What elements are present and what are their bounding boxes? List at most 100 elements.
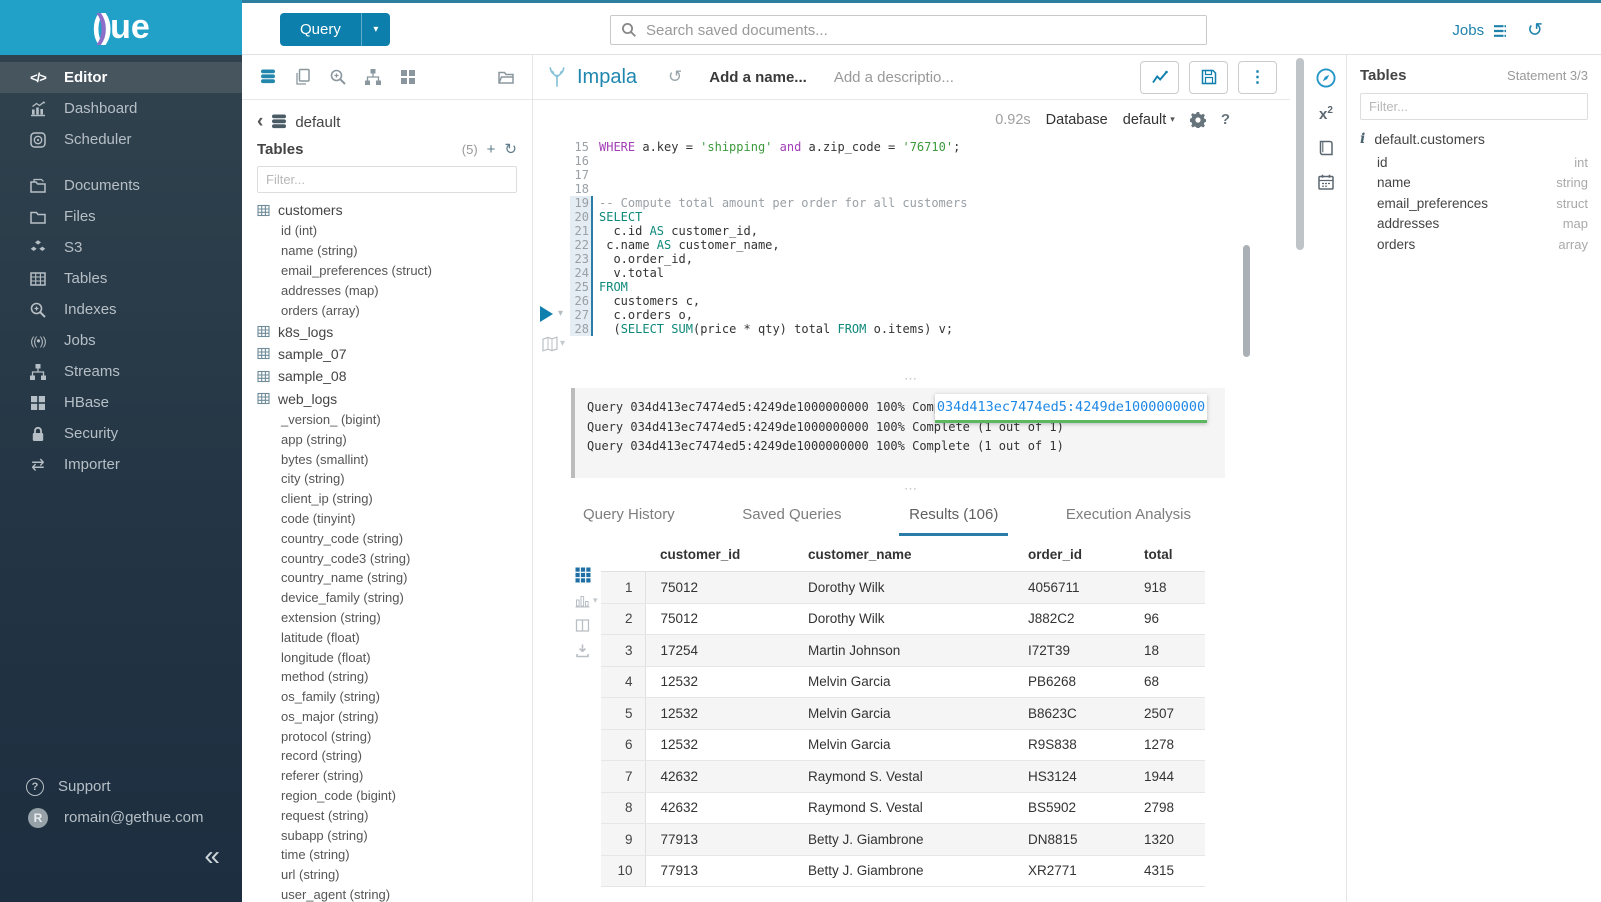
database-selector[interactable]: default ▾ — [1122, 111, 1175, 128]
table-item-k8s_logs[interactable]: k8s_logs — [257, 320, 532, 342]
column-item[interactable]: country_code (string) — [281, 530, 404, 546]
chart-type-caret[interactable]: ▾ — [593, 595, 598, 605]
history-icon[interactable]: ↺ — [1527, 20, 1543, 41]
results-header-customer_id[interactable]: customer_id — [645, 543, 793, 572]
query-id-popover[interactable]: 034d413ec7474ed5:4249de1000000000 — [935, 394, 1207, 423]
column-item[interactable]: email_preferences (struct) — [281, 262, 432, 278]
new-query-button[interactable]: Query ▾ — [280, 13, 390, 46]
tab-query-history[interactable]: Query History — [583, 506, 675, 523]
column-item[interactable]: method (string) — [281, 669, 369, 685]
jobs-link[interactable]: Jobs — [1452, 22, 1509, 40]
results-row[interactable]: 9 77913 Betty J. Giambrone DN8815 1320 — [601, 823, 1205, 856]
tab-execution-analysis[interactable]: Execution Analysis — [1065, 506, 1191, 523]
add-table-button[interactable]: + — [486, 140, 496, 158]
query-name-field[interactable]: Add a name... — [709, 68, 807, 86]
right-column-email_preferences[interactable]: email_preferences struct — [1360, 193, 1588, 214]
column-item[interactable]: bytes (smallint) — [281, 451, 369, 467]
tables-filter-input[interactable] — [257, 166, 517, 193]
column-item[interactable]: referer (string) — [281, 768, 364, 784]
folder-icon[interactable] — [497, 68, 515, 86]
sidebar-item-documents[interactable]: Documents — [0, 170, 242, 201]
sidebar-item-user[interactable]: R romain@gethue.com — [0, 802, 242, 833]
table-item-web_logs[interactable]: web_logs — [257, 388, 532, 410]
chart-button[interactable] — [1140, 60, 1179, 94]
chart-view-icon[interactable]: ▾ — [575, 593, 601, 608]
right-filter-input[interactable] — [1360, 93, 1588, 120]
results-row[interactable]: 1 75012 Dorothy Wilk 4056711 918 — [601, 571, 1205, 604]
run-options-caret[interactable]: ▾ — [558, 308, 564, 319]
column-item[interactable]: code (tinyint) — [281, 510, 356, 526]
assist-compass-icon[interactable] — [1315, 67, 1337, 89]
sitemap-source-icon[interactable] — [364, 68, 382, 86]
column-item[interactable]: _version_ (bigint) — [281, 411, 381, 427]
database-breadcrumb[interactable]: ‹ default — [257, 111, 517, 132]
editor-scrollbar-thumb[interactable] — [1243, 245, 1250, 357]
table-item-sample_07[interactable]: sample_07 — [257, 343, 532, 365]
sidebar-item-streams[interactable]: Streams — [0, 356, 242, 387]
column-item[interactable]: name (string) — [281, 243, 358, 259]
column-item[interactable]: region_code (bigint) — [281, 788, 396, 804]
column-item[interactable]: addresses (map) — [281, 282, 379, 298]
sidebar-item-hbase[interactable]: HBase — [0, 387, 242, 418]
column-item[interactable]: time (string) — [281, 847, 350, 863]
table-item-sample_08[interactable]: sample_08 — [257, 365, 532, 387]
sidebar-item-support[interactable]: ? Support — [0, 771, 242, 802]
column-item[interactable]: country_code3 (string) — [281, 550, 411, 566]
right-column-id[interactable]: id int — [1360, 152, 1588, 173]
results-row[interactable]: 6 12532 Melvin Garcia R9S838 1278 — [601, 729, 1205, 761]
column-item[interactable]: id (int) — [281, 223, 318, 239]
column-item[interactable]: record (string) — [281, 748, 362, 764]
column-item[interactable]: orders (array) — [281, 302, 360, 318]
active-table-name[interactable]: default.customers — [1374, 131, 1485, 147]
run-query-button[interactable] — [540, 306, 553, 322]
active-table-row[interactable]: i default.customers — [1360, 131, 1588, 147]
column-item[interactable]: longitude (float) — [281, 649, 371, 665]
sidebar-item-indexes[interactable]: Indexes — [0, 294, 242, 325]
save-button[interactable] — [1189, 60, 1228, 94]
results-header-total[interactable]: total — [1129, 543, 1205, 572]
columns-view-icon[interactable] — [575, 618, 601, 633]
column-item[interactable]: subapp (string) — [281, 827, 368, 843]
sidebar-item-s3[interactable]: S3 — [0, 232, 242, 263]
table-item-customers[interactable]: customers — [257, 199, 532, 221]
sidebar-item-dashboard[interactable]: Dashboard — [0, 93, 242, 124]
search-input[interactable] — [646, 21, 1196, 39]
window-scrollbar-thumb[interactable] — [1296, 58, 1304, 250]
results-row[interactable]: 4 12532 Melvin Garcia PB6268 68 — [601, 666, 1205, 698]
tab-saved-queries[interactable]: Saved Queries — [742, 506, 842, 523]
right-column-addresses[interactable]: addresses map — [1360, 214, 1588, 235]
back-chevron-icon[interactable]: ‹ — [257, 111, 264, 132]
apps-source-icon[interactable] — [399, 68, 417, 86]
sidebar-item-importer[interactable]: ⇄ Importer — [0, 449, 242, 480]
undo-icon[interactable]: ↺ — [668, 67, 683, 86]
results-header-customer_name[interactable]: customer_name — [793, 543, 1013, 572]
results-row[interactable]: 8 42632 Raymond S. Vestal BS5902 2798 — [601, 792, 1205, 824]
grid-view-icon[interactable] — [575, 567, 601, 583]
functions-icon[interactable]: x2 — [1319, 105, 1333, 123]
column-item[interactable]: user_agent (string) — [281, 887, 391, 902]
hue-logo[interactable]: ()) ue — [0, 0, 242, 55]
documents-source-icon[interactable] — [294, 68, 312, 86]
code-editor[interactable]: WHERE a.key = 'shipping' and a.zip_code … — [599, 140, 967, 336]
explain-format-icon[interactable] — [541, 335, 559, 353]
column-item[interactable]: os_major (string) — [281, 708, 379, 724]
results-row[interactable]: 10 77913 Betty J. Giambrone XR2771 4315 — [601, 855, 1205, 887]
tab-results-106-[interactable]: Results (106) — [899, 498, 1009, 536]
column-item[interactable]: device_family (string) — [281, 590, 404, 606]
right-column-orders[interactable]: orders array — [1360, 234, 1588, 255]
info-icon[interactable]: i — [1360, 131, 1366, 147]
column-item[interactable]: request (string) — [281, 807, 369, 823]
sidebar-item-security[interactable]: Security — [0, 418, 242, 449]
sidebar-item-tables[interactable]: Tables — [0, 263, 242, 294]
column-item[interactable]: city (string) — [281, 471, 345, 487]
schedule-icon[interactable] — [1317, 173, 1335, 191]
column-item[interactable]: client_ip (string) — [281, 491, 373, 507]
sidebar-item-scheduler[interactable]: Scheduler — [0, 124, 242, 155]
sidebar-item-files[interactable]: Files — [0, 201, 242, 232]
right-column-name[interactable]: name string — [1360, 173, 1588, 194]
language-reference-icon[interactable] — [1317, 139, 1335, 157]
column-item[interactable]: extension (string) — [281, 609, 381, 625]
sidebar-collapse-button[interactable]: « — [204, 840, 220, 871]
sidebar-item-editor[interactable]: </> Editor — [0, 62, 242, 93]
resize-handle-top[interactable]: ⋯ — [904, 371, 919, 386]
